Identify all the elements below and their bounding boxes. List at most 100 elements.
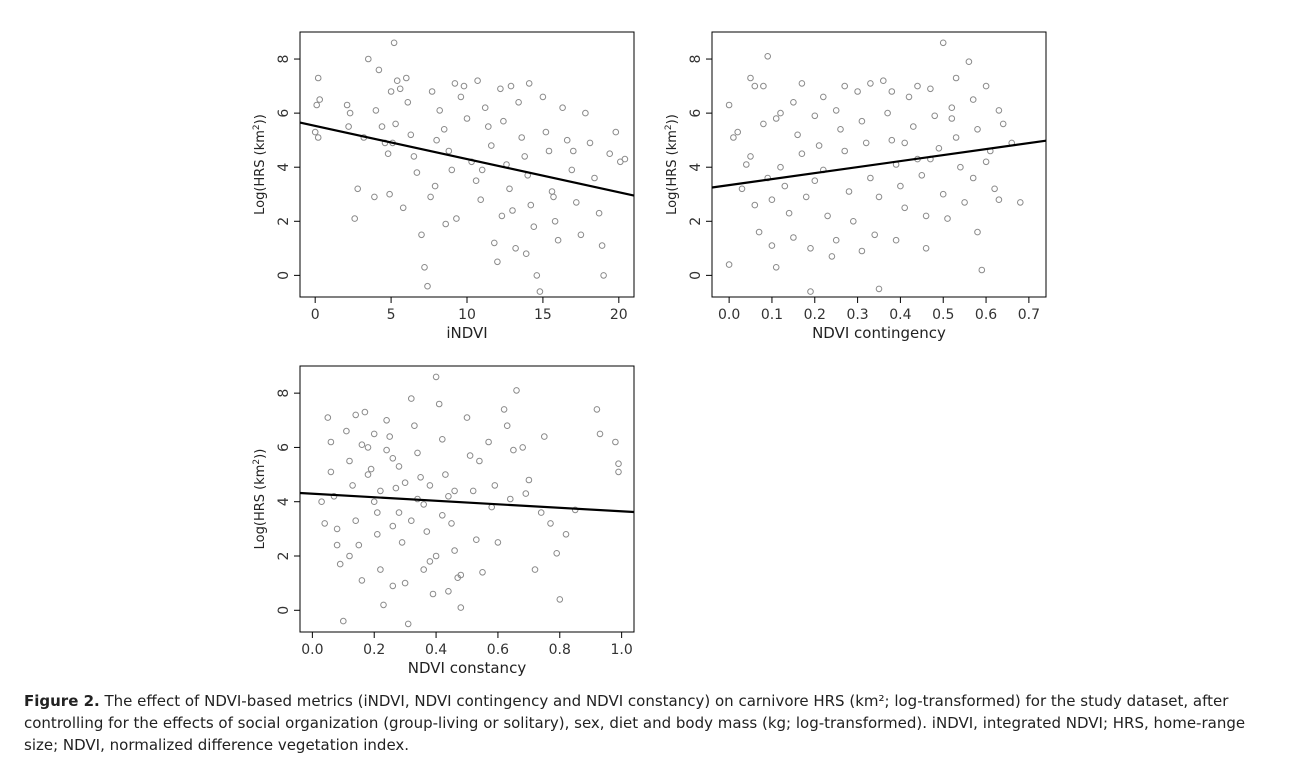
data-point [401,579,409,587]
data-point [777,109,784,117]
data-point [463,115,471,122]
data-point [377,566,384,573]
data-point [374,509,381,516]
data-point [333,525,341,533]
x-tick-label: 0 [311,307,320,323]
data-point [760,120,767,128]
data-point [478,166,486,174]
data-point [343,427,350,435]
data-point [408,395,415,402]
data-point [547,520,554,527]
x-tick-label: 0.7 [1018,307,1040,323]
data-point [336,560,344,568]
x-tick-label: 0.2 [363,642,385,658]
data-point [867,174,874,182]
data-point [888,88,896,95]
data-point [747,153,754,160]
y-tick-label: 0 [276,271,292,280]
data-point [435,400,443,408]
x-tick-label: 0.6 [975,307,997,323]
data-point [314,134,322,141]
data-point [530,223,538,230]
x-tick-label: 0.0 [718,307,740,323]
data-point [345,123,352,130]
data-point [995,196,1003,203]
data-point [595,209,603,217]
data-point [965,58,973,66]
data-point [316,96,324,103]
data-point [772,115,780,122]
data-point [939,39,947,47]
data-point [491,482,499,489]
data-point [541,433,548,440]
data-point [525,80,533,87]
data-point [413,169,421,176]
panel-indvi: 0 5 10 15 20 0 2 4 6 8 iNDVI Log(HRS (km2)) [252,31,635,342]
data-point [500,406,508,413]
data-point [802,193,810,201]
data-point [527,201,535,209]
data-point [880,77,887,84]
data-point [553,550,561,557]
data-point [417,474,424,481]
data-point [429,590,437,598]
data-point [330,493,338,500]
data-point [781,182,789,190]
data-point [401,479,409,487]
data-point [355,541,363,549]
data-point [423,528,431,535]
data-point [573,199,580,206]
data-point [582,109,589,117]
data-point [974,126,981,133]
data-point [820,93,827,101]
regression-line [299,491,635,514]
y-tick-label: 4 [276,497,292,506]
data-point [375,66,383,74]
data-point [837,126,844,133]
data-point [519,444,527,451]
data-point [494,539,502,546]
y-tick-label: 2 [688,217,704,226]
data-point [404,620,412,628]
x-tick-label: 0.3 [846,307,868,323]
x-tick-label: 0.5 [932,307,954,323]
data-point [554,236,562,244]
data-point [586,139,594,147]
data-point [854,88,861,95]
data-point [481,104,489,111]
data-point [432,552,440,560]
data-point [374,531,381,538]
data-point [445,588,452,595]
data-point [476,457,483,465]
data-point [918,172,926,179]
data-point [420,501,428,508]
data-point [568,166,576,174]
data-point [349,482,356,489]
data-point [358,577,366,584]
data-point [897,182,904,190]
data-point [395,463,403,470]
data-point [922,245,930,252]
data-point [824,212,831,220]
data-point [914,82,921,90]
data-point [392,484,400,492]
data-point [811,177,819,184]
x-tick-label: 20 [610,307,628,323]
data-point [910,123,917,130]
regression-line [711,139,1047,189]
data-point [343,101,351,109]
data-point [431,182,439,190]
y-axis-title: Log(HRS (km2)) [252,449,268,550]
data-point [577,231,585,239]
data-point [327,438,335,446]
data-point [539,93,547,101]
data-point [378,123,386,130]
data-point [466,452,474,459]
data-point [485,438,492,446]
x-tick-label: 5 [387,307,396,323]
data-point [371,193,378,201]
data-point [798,150,806,157]
data-point [390,39,398,47]
data-point [952,134,960,141]
y-tick-label: 2 [276,217,292,226]
